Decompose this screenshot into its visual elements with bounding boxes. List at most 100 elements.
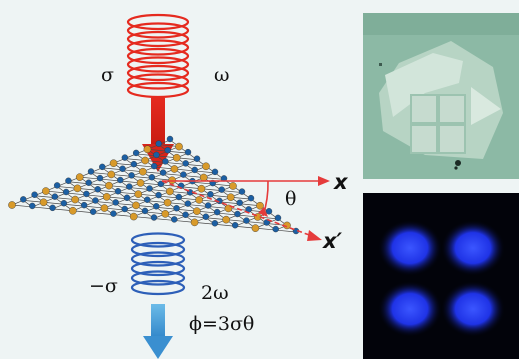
outgoing-frequency-label: 2ω	[201, 282, 229, 304]
shg-lobe-top-right	[441, 220, 505, 276]
chalcogen-atom	[132, 149, 140, 157]
x-prime-axis-label: x′	[323, 229, 343, 253]
chalcogen-atom	[153, 151, 160, 159]
incident-helix	[126, 13, 190, 99]
metal-atom	[100, 204, 109, 212]
chalcogen-atom	[213, 208, 221, 216]
chalcogen-atom	[236, 199, 243, 206]
chalcogen-atom	[85, 179, 92, 186]
chalcogen-atom	[20, 196, 27, 203]
chalcogen-atom	[153, 203, 160, 210]
x-axis-arrowhead	[318, 176, 330, 186]
metal-atom	[143, 145, 152, 154]
metal-atom	[69, 206, 77, 215]
chalcogen-atom	[166, 135, 174, 143]
chalcogen-atom	[31, 191, 38, 198]
chalcogen-atom	[184, 148, 192, 156]
chalcogen-atom	[155, 191, 162, 199]
chalcogen-atom	[238, 188, 246, 195]
helix-turn	[126, 13, 190, 31]
chalcogen-atom	[89, 208, 97, 215]
chalcogen-atom	[130, 160, 138, 168]
metal-atom	[193, 207, 201, 215]
metal-atom	[175, 142, 183, 151]
metal-atom	[42, 187, 50, 195]
helix-turn	[126, 30, 190, 48]
shg-four-lobe-image	[363, 193, 519, 359]
chalcogen-atom	[121, 154, 129, 161]
chalcogen-atom	[150, 214, 158, 221]
x-prime-arrowhead	[307, 230, 322, 241]
outgoing-polarization-label: −σ	[89, 275, 118, 297]
chalcogen-atom	[180, 171, 187, 178]
metal-atom	[256, 201, 264, 210]
chalcogen-atom	[173, 205, 180, 212]
metal-atom	[39, 198, 48, 207]
chalcogen-atom	[247, 194, 255, 202]
helix-turn	[130, 270, 186, 286]
incident-polarization-label: σ	[101, 64, 114, 86]
angle-label: θ	[285, 188, 297, 210]
chalcogen-atom	[182, 211, 189, 218]
chalcogen-atom	[159, 169, 167, 176]
chalcogen-atom	[110, 210, 117, 217]
metal-atom	[163, 198, 172, 207]
metal-atom	[129, 212, 138, 221]
chalcogen-atom	[94, 186, 101, 193]
chalcogen-atom	[117, 176, 124, 184]
metal-atom	[166, 187, 174, 196]
chalcogen-atom	[92, 197, 99, 204]
chalcogen-atom	[182, 160, 189, 167]
metal-atom	[222, 215, 230, 224]
helix-turn	[130, 251, 186, 267]
chalcogen-atom	[164, 147, 171, 154]
metal-atom	[105, 181, 113, 190]
metal-atom	[8, 201, 16, 209]
helix-turn	[130, 241, 186, 258]
chalcogen-atom	[114, 188, 122, 195]
chalcogen-atom	[162, 158, 169, 165]
chalcogen-atom	[99, 163, 106, 171]
metal-atom	[139, 167, 147, 176]
chalcogen-atom	[191, 166, 198, 174]
helix-turn	[126, 47, 190, 65]
chalcogen-atom	[231, 222, 239, 229]
chalcogen-atom	[83, 190, 90, 198]
lattice	[8, 135, 300, 235]
right-triangle-flake	[471, 87, 501, 125]
metal-atom	[75, 173, 84, 181]
helix-turn	[126, 73, 190, 90]
metal-atom	[190, 218, 199, 227]
chalcogen-atom	[265, 208, 273, 215]
chalcogen-atom	[263, 219, 270, 226]
chalcogen-atom	[272, 225, 279, 233]
helix-turn	[130, 260, 186, 277]
metal-atom	[141, 156, 149, 165]
metal-atom	[197, 184, 206, 193]
metal-atom	[202, 162, 210, 171]
chalcogen-atom	[184, 200, 192, 207]
bright-flake	[385, 53, 463, 117]
chalcogen-atom	[211, 220, 219, 227]
helix-turn	[126, 56, 190, 73]
metal-atom	[73, 184, 82, 193]
shg-lobe-top-left	[378, 220, 442, 276]
chalcogen-atom	[126, 183, 133, 190]
cross-flake	[410, 94, 466, 154]
chalcogen-atom	[148, 174, 156, 181]
chalcogen-atom	[211, 168, 219, 176]
chalcogen-atom	[274, 214, 282, 222]
chalcogen-atom	[87, 168, 95, 175]
chalcogen-atom	[175, 193, 183, 201]
helix-turn	[126, 81, 190, 99]
chalcogen-atom	[49, 204, 56, 212]
metal-atom	[107, 170, 116, 179]
chalcogen-atom	[121, 205, 128, 213]
metal-atom	[132, 201, 140, 210]
optical-micrograph	[363, 13, 519, 179]
chalcogen-atom	[53, 182, 61, 189]
metal-atom	[102, 193, 111, 201]
chalcogen-atom	[141, 207, 149, 215]
shg-lobe-bottom-right	[441, 281, 505, 337]
x-prime-axis-line	[161, 180, 313, 237]
